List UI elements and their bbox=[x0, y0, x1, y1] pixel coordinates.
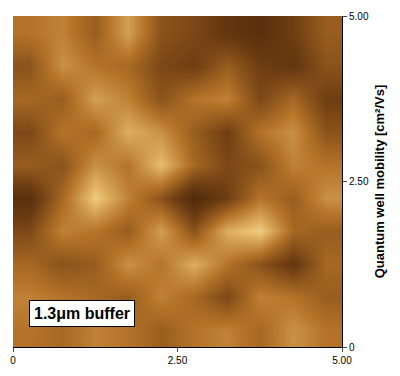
svg-text:5.00: 5.00 bbox=[332, 355, 352, 366]
svg-text:2.50: 2.50 bbox=[349, 176, 369, 187]
svg-text:2.50: 2.50 bbox=[168, 355, 188, 366]
svg-text:5.00: 5.00 bbox=[349, 11, 369, 22]
svg-text:0: 0 bbox=[10, 355, 16, 366]
svg-text:1.3μm buffer: 1.3μm buffer bbox=[34, 305, 130, 322]
svg-text:0: 0 bbox=[349, 342, 355, 353]
svg-text:Quantum well mobility [cm²/Vs]: Quantum well mobility [cm²/Vs] bbox=[372, 85, 387, 279]
